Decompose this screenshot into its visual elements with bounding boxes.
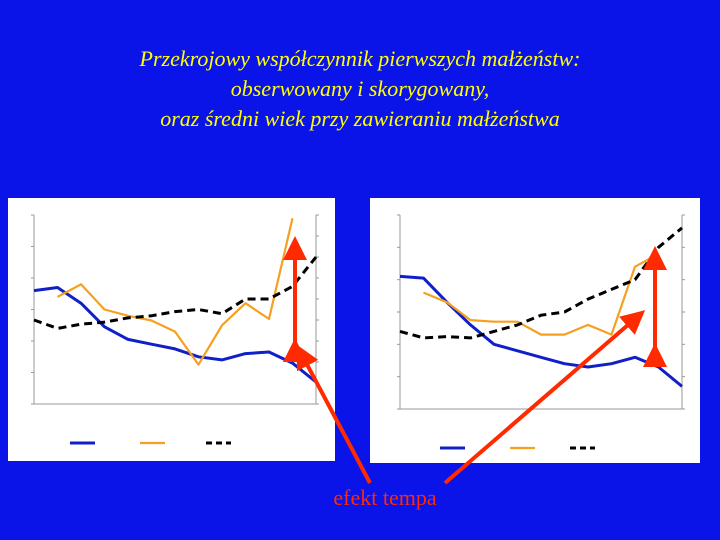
series-line-3 (399, 226, 683, 340)
annotation-label: efekt tempa (333, 485, 437, 510)
pointer-arrow-right (443, 310, 646, 485)
slide-title: Przekrojowy współczynnik pierwszych małż… (0, 44, 720, 134)
title-line-3: oraz średni wiek przy zawieraniu małżeńs… (160, 106, 560, 131)
chart-panel-left (8, 198, 335, 461)
pointer-arrow-left (296, 344, 372, 484)
title-line-2: obserwowany i skorygowany, (230, 76, 490, 101)
title-line-1: Przekrojowy współczynnik pierwszych małż… (139, 46, 581, 71)
series-line-3 (33, 256, 318, 330)
chart-left (31, 214, 319, 445)
series-line-1 (33, 286, 317, 384)
series-line-2 (56, 217, 294, 366)
